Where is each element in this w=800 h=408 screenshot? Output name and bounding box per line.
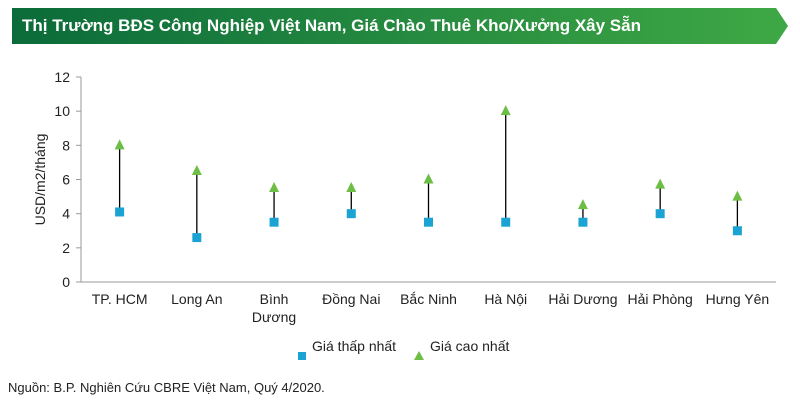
source-note: Nguồn: B.P. Nghiên Cứu CBRE Việt Nam, Qu… [8, 380, 325, 395]
x-tick-label: Bình [260, 291, 289, 307]
high-price-point [577, 199, 588, 210]
x-tick-label: TP. HCM [92, 291, 148, 307]
low-price-point [346, 209, 356, 219]
x-tick-label: Hải Phòng [627, 291, 692, 307]
y-tick-label: 4 [62, 206, 70, 222]
y-axis-title: USD/m2/tháng [32, 134, 48, 226]
title-banner: Thị Trường BĐS Công Nghiệp Việt Nam, Giá… [12, 8, 788, 44]
low-price-point [655, 209, 665, 219]
high-price-point [346, 182, 357, 193]
high-price-point [191, 164, 202, 175]
low-price-point [732, 226, 742, 236]
legend-label-high: Giá cao nhất [430, 338, 510, 354]
y-tick-label: 8 [62, 137, 70, 153]
square-marker-icon [298, 352, 306, 360]
triangle-marker-icon [414, 351, 424, 360]
y-tick-label: 12 [54, 69, 70, 85]
y-tick-label: 6 [62, 172, 70, 188]
x-tick-label: Đồng Nai [322, 291, 380, 307]
x-tick-label: Long An [171, 291, 222, 307]
low-price-point [501, 217, 511, 227]
legend-item-low: Giá thấp nhất [298, 338, 396, 360]
x-tick-label: Hưng Yên [706, 291, 770, 307]
low-price-point [269, 217, 279, 227]
x-tick-label: Hà Nội [484, 291, 527, 307]
low-price-point [115, 207, 125, 217]
page-title: Thị Trường BĐS Công Nghiệp Việt Nam, Giá… [22, 16, 641, 35]
high-price-point [500, 105, 511, 116]
low-price-point [192, 233, 202, 243]
x-tick-label: Dương [252, 309, 296, 325]
high-price-point [732, 190, 743, 201]
range-chart: 0 2 4 6 8 10 12 USD/m2/tháng TP. HCM Long An Bình D… [32, 69, 776, 325]
legend-item-high: Giá cao nhất [414, 338, 509, 360]
x-tick-label: Bắc Ninh [400, 291, 457, 307]
chart-legend: Giá thấp nhất Giá cao nhất [0, 338, 800, 362]
high-price-point [269, 182, 280, 193]
y-tick-label: 10 [54, 103, 70, 119]
low-price-point [578, 217, 588, 227]
x-tick-label: Hải Dương [548, 291, 617, 307]
banner-background [12, 8, 788, 44]
high-price-point [423, 173, 434, 184]
high-price-point [655, 178, 666, 189]
low-price-point [424, 217, 433, 227]
legend-label-low: Giá thấp nhất [312, 338, 397, 354]
high-price-point [114, 139, 125, 150]
y-tick-label: 0 [62, 274, 70, 290]
y-tick-label: 2 [62, 240, 70, 256]
